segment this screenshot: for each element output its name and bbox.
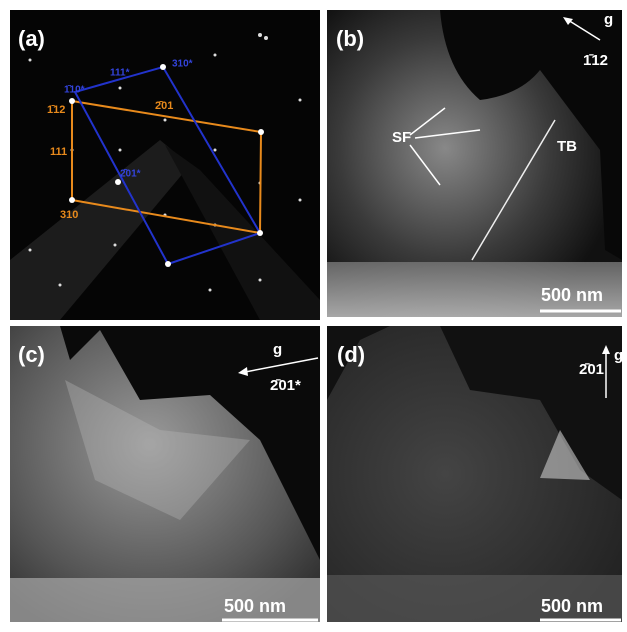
index-label: 1̄10* (64, 85, 85, 96)
panel-label: (d) (337, 342, 365, 367)
panel-c: (c) g 2̄01* 500 nm (10, 326, 320, 622)
panel-label: (c) (18, 342, 45, 367)
panel-label: (a) (18, 26, 45, 51)
index-label: 310* (172, 59, 193, 70)
direction: 2̄01* (270, 377, 301, 394)
direction: 2̄01 (579, 361, 604, 378)
panel-label: (b) (336, 26, 364, 51)
index-label: 310 (60, 209, 78, 221)
scale-label: 500 nm (541, 285, 603, 305)
scale-label: 500 nm (541, 596, 603, 616)
index-label: 111* (110, 68, 130, 79)
annotation: TB (557, 138, 577, 155)
g-vector: g (273, 341, 282, 358)
index-label: 2̄01* (120, 169, 141, 180)
panel-a: (a) 1̄12 2̄01 111 310 1̄10* 111* 310* 2̄… (10, 10, 320, 320)
g-vector: g (614, 347, 623, 364)
scale-label: 500 nm (224, 596, 286, 616)
index-label: 1̄12 (47, 104, 65, 116)
annotation: SF (392, 129, 411, 146)
index-label: 2̄01 (155, 100, 173, 112)
panel-d: (d) g 2̄01 500 nm (327, 326, 623, 622)
panel-b: (b) g 1̄12 SF TB 500 nm (327, 10, 622, 317)
index-label: 111 (50, 146, 67, 158)
g-vector: g (604, 11, 613, 28)
figure: (a) 1̄12 2̄01 111 310 1̄10* 111* 310* 2̄… (0, 0, 627, 632)
direction: 1̄12 (583, 52, 608, 69)
